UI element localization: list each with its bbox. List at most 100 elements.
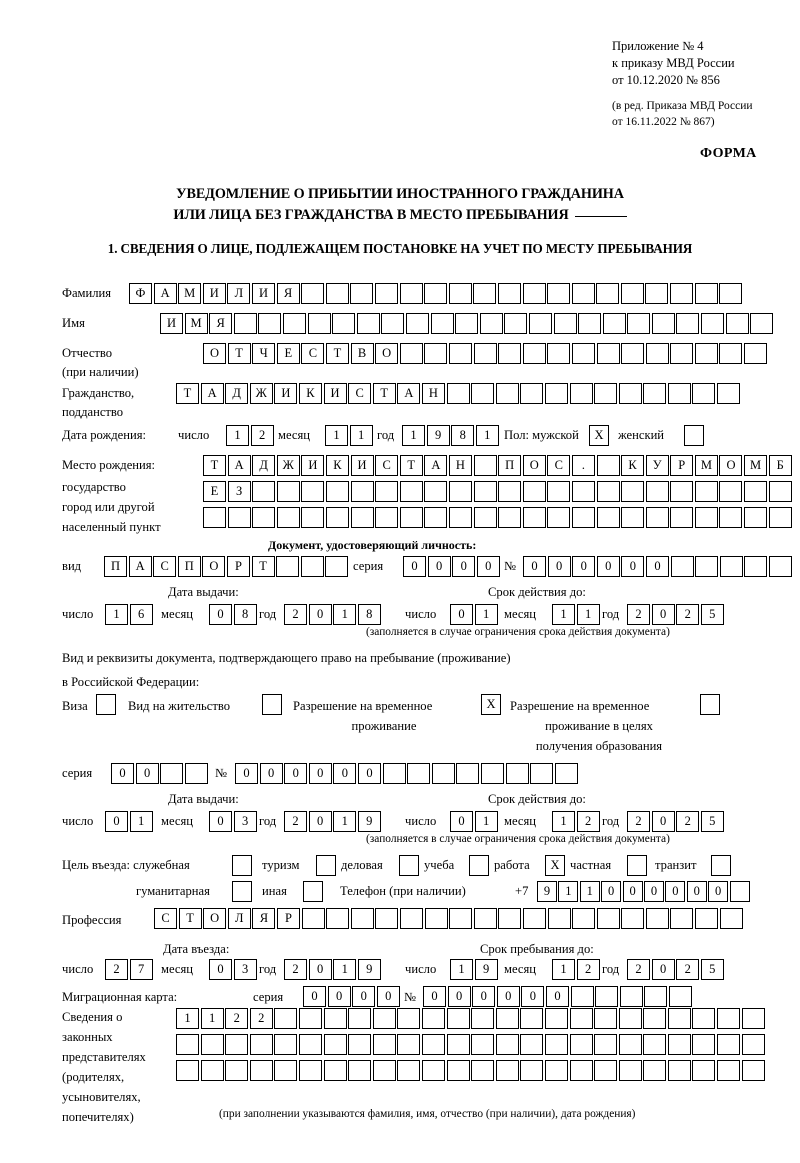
form-cell[interactable]: Ж: [249, 383, 273, 404]
form-cell[interactable]: И: [160, 313, 183, 334]
form-cell[interactable]: 0: [308, 959, 332, 980]
form-cell[interactable]: [300, 556, 324, 577]
form-cell[interactable]: З: [227, 481, 251, 502]
form-cell[interactable]: [258, 313, 282, 334]
form-cell[interactable]: [651, 313, 675, 334]
form-cell[interactable]: [667, 1008, 691, 1029]
form-cell[interactable]: 1: [349, 425, 373, 446]
form-cell[interactable]: [627, 313, 651, 334]
form-cell[interactable]: [719, 507, 743, 528]
form-cell[interactable]: С: [154, 908, 177, 929]
form-cell[interactable]: Т: [399, 455, 423, 476]
form-cell[interactable]: [399, 283, 423, 304]
form-cell[interactable]: [643, 1008, 667, 1029]
legal-rep-row-2[interactable]: [176, 1034, 766, 1055]
form-cell[interactable]: [276, 556, 300, 577]
form-cell[interactable]: 0: [403, 556, 426, 577]
form-cell[interactable]: [473, 343, 497, 364]
form-cell[interactable]: [200, 1034, 224, 1055]
form-cell[interactable]: [670, 507, 694, 528]
form-cell[interactable]: 0: [450, 604, 473, 625]
form-cell[interactable]: [176, 1060, 199, 1081]
form-cell[interactable]: А: [200, 383, 224, 404]
form-cell[interactable]: 1: [226, 425, 249, 446]
form-cell[interactable]: 1: [558, 881, 579, 902]
form-cell[interactable]: 2: [627, 811, 650, 832]
purpose-work-checkbox[interactable]: X: [545, 855, 565, 876]
form-cell[interactable]: [348, 1060, 372, 1081]
form-cell[interactable]: [350, 507, 374, 528]
form-cell[interactable]: [446, 1008, 470, 1029]
form-cell[interactable]: [424, 481, 448, 502]
form-cell[interactable]: 9: [357, 959, 381, 980]
form-cell[interactable]: [495, 1008, 519, 1029]
form-cell[interactable]: 2: [627, 959, 650, 980]
form-cell[interactable]: К: [298, 383, 322, 404]
form-cell[interactable]: 0: [665, 881, 686, 902]
form-cell[interactable]: [670, 343, 694, 364]
form-cell[interactable]: 5: [700, 604, 724, 625]
form-cell[interactable]: [645, 507, 669, 528]
form-cell[interactable]: [498, 507, 522, 528]
form-cell[interactable]: В: [350, 343, 374, 364]
form-cell[interactable]: И: [202, 283, 226, 304]
form-cell[interactable]: 0: [447, 986, 471, 1007]
form-cell[interactable]: [448, 481, 472, 502]
form-cell[interactable]: [547, 507, 571, 528]
form-cell[interactable]: 0: [596, 556, 620, 577]
form-cell[interactable]: [595, 986, 619, 1007]
form-cell[interactable]: 1: [129, 811, 153, 832]
form-cell[interactable]: [741, 1008, 765, 1029]
form-cell[interactable]: [670, 481, 694, 502]
form-cell[interactable]: И: [350, 455, 374, 476]
form-cell[interactable]: [471, 1008, 495, 1029]
form-cell[interactable]: 0: [259, 763, 283, 784]
form-cell[interactable]: [397, 1008, 421, 1029]
purpose-tourism-checkbox[interactable]: [316, 855, 336, 876]
form-cell[interactable]: [522, 507, 546, 528]
form-cell[interactable]: 0: [643, 881, 664, 902]
residence-permit-checkbox[interactable]: [262, 694, 282, 715]
form-cell[interactable]: [446, 1060, 470, 1081]
form-cell[interactable]: [643, 1060, 667, 1081]
form-cell[interactable]: [372, 1008, 396, 1029]
form-cell[interactable]: [495, 1060, 519, 1081]
form-cell[interactable]: Ф: [129, 283, 152, 304]
form-cell[interactable]: [522, 283, 546, 304]
form-cell[interactable]: [421, 1060, 445, 1081]
purpose-private-checkbox[interactable]: [627, 855, 647, 876]
form-cell[interactable]: М: [694, 455, 718, 476]
form-cell[interactable]: [326, 908, 350, 929]
form-cell[interactable]: О: [203, 343, 226, 364]
form-cell[interactable]: 0: [352, 986, 376, 1007]
form-cell[interactable]: 5: [700, 959, 724, 980]
form-cell[interactable]: [375, 507, 399, 528]
form-cell[interactable]: [520, 1008, 544, 1029]
form-cell[interactable]: Ч: [252, 343, 276, 364]
form-cell[interactable]: [768, 481, 792, 502]
form-cell[interactable]: [301, 908, 325, 929]
form-cell[interactable]: [578, 313, 602, 334]
form-cell[interactable]: [596, 481, 620, 502]
form-cell[interactable]: [399, 507, 423, 528]
form-cell[interactable]: [505, 763, 529, 784]
form-cell[interactable]: [274, 1034, 298, 1055]
form-cell[interactable]: [643, 1034, 667, 1055]
form-cell[interactable]: [719, 283, 743, 304]
form-cell[interactable]: [619, 986, 643, 1007]
purpose-study-checkbox[interactable]: [469, 855, 489, 876]
form-cell[interactable]: [569, 1034, 593, 1055]
form-cell[interactable]: Б: [768, 455, 792, 476]
form-cell[interactable]: 0: [327, 986, 351, 1007]
form-cell[interactable]: О: [203, 908, 227, 929]
form-cell[interactable]: .: [571, 455, 595, 476]
form-cell[interactable]: 1: [333, 811, 357, 832]
form-cell[interactable]: 1: [333, 604, 357, 625]
form-cell[interactable]: М: [184, 313, 208, 334]
form-cell[interactable]: [719, 908, 743, 929]
form-cell[interactable]: 1: [576, 604, 600, 625]
